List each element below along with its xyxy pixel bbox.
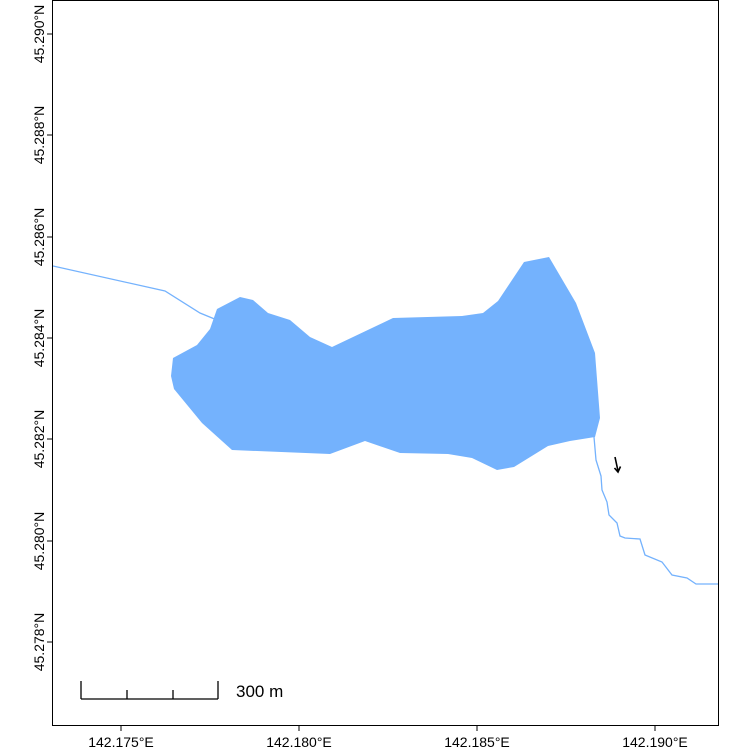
y-tick-label: 45.286°N [31,208,47,267]
lake-polygon [171,257,600,470]
outflow-stream [593,436,718,585]
x-tick-label: 142.185°E [444,734,510,750]
flow-arrow-icon [613,456,622,474]
inflow-stream [53,265,218,321]
scale-bar-label: 300 m [236,682,283,701]
y-tick-label: 45.282°N [31,410,47,469]
y-tick-label: 45.290°N [31,5,47,64]
y-tick-label: 45.278°N [31,613,47,672]
x-tick-label: 142.190°E [622,734,688,750]
y-tick-label: 45.288°N [31,106,47,165]
x-tick-label: 142.180°E [266,734,332,750]
x-tick-label: 142.175°E [88,734,154,750]
y-axis: 45.278°N 45.280°N 45.282°N 45.284°N 45.2… [31,5,52,672]
y-tick-label: 45.284°N [31,309,47,368]
y-tick-label: 45.280°N [31,512,47,571]
map-frame [52,0,719,726]
x-axis: 142.175°E 142.180°E 142.185°E 142.190°E [88,726,688,750]
scale-bar: 300 m [80,681,283,701]
